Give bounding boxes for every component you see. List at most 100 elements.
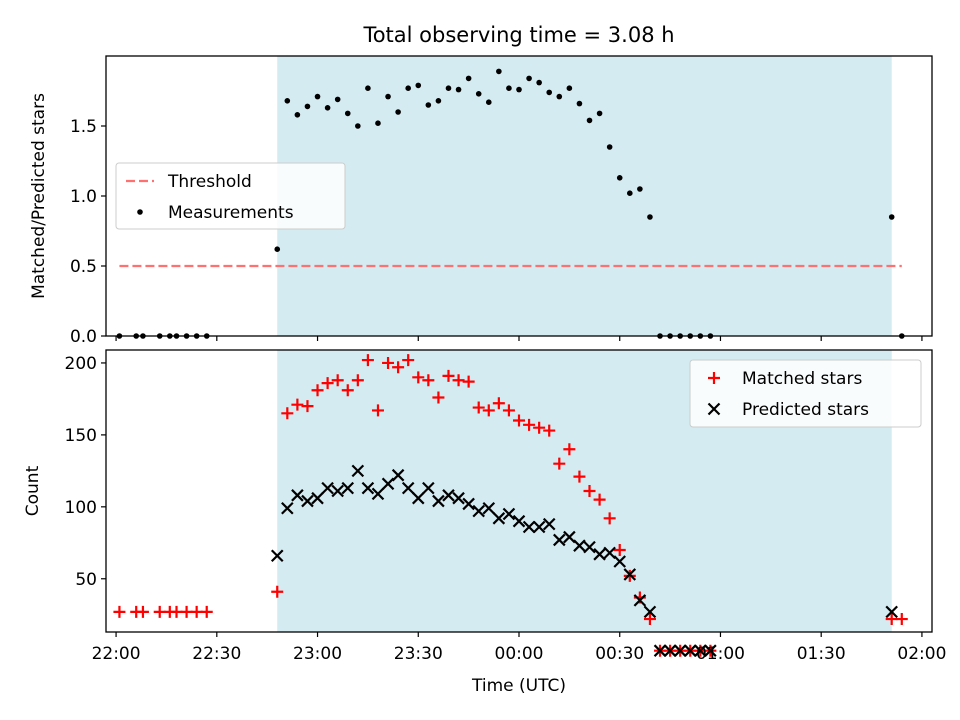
data-point: [885, 605, 898, 619]
data-point: [412, 371, 425, 384]
x-tick-label: 01:30: [797, 644, 846, 664]
legend: Threshold Measurements: [115, 162, 346, 230]
data-point: [482, 404, 495, 417]
data-point: [576, 100, 583, 107]
data-point: [593, 493, 606, 506]
data-point: [583, 540, 596, 554]
data-point: [314, 93, 321, 100]
data-point: [523, 418, 536, 431]
data-point: [492, 512, 506, 525]
legend-label: Threshold: [167, 172, 252, 192]
data-point: [365, 85, 371, 91]
data-point: [462, 375, 475, 388]
data-point: [522, 520, 536, 534]
legend-measurements-swatch: [137, 209, 143, 215]
data-point: [341, 384, 354, 397]
data-point: [566, 85, 573, 91]
data-point: [395, 109, 401, 115]
data-point: [485, 99, 492, 105]
count-panel: 50 100 150 200 22:00 22:30 23:00 23:30 00:00 00:3…: [23, 349, 946, 696]
data-point: [603, 512, 616, 525]
x-tick-label: 00:00: [495, 644, 544, 664]
data-point: [647, 214, 653, 220]
data-point: [603, 546, 616, 560]
data-point: [180, 605, 193, 618]
data-point: [385, 93, 391, 100]
data-point: [694, 644, 707, 657]
data-point: [415, 82, 422, 89]
data-point: [506, 85, 512, 91]
data-point: [673, 644, 687, 657]
data-point: [888, 214, 895, 220]
data-point: [170, 605, 183, 618]
data-point: [532, 520, 546, 534]
data-point: [482, 501, 496, 515]
y-tick-label: 100: [65, 498, 97, 518]
data-point: [402, 354, 415, 367]
x-tick-label: 22:30: [192, 644, 241, 664]
data-point: [435, 98, 442, 104]
data-point: [563, 443, 576, 456]
data-point: [553, 457, 566, 470]
data-point: [341, 481, 355, 495]
x-tick-label: 22:00: [92, 644, 141, 664]
data-point: [465, 75, 472, 82]
data-point: [361, 354, 374, 367]
data-point: [683, 644, 697, 657]
x-axis-label: Time (UTC): [471, 676, 566, 696]
series-matched-stars: [113, 354, 908, 657]
data-point: [513, 414, 525, 427]
data-point: [311, 384, 324, 397]
data-point: [153, 605, 166, 618]
data-point: [291, 489, 304, 502]
data-point: [351, 464, 365, 478]
data-point: [616, 175, 623, 181]
data-point: [405, 85, 411, 91]
data-point: [422, 481, 435, 495]
data-point: [401, 481, 415, 495]
data-point: [546, 89, 553, 96]
data-point: [371, 404, 384, 417]
x-tick-label: 23:00: [293, 644, 342, 664]
data-point: [291, 398, 304, 411]
data-point: [643, 613, 656, 626]
y-tick-label: 0.0: [70, 327, 97, 347]
data-point: [301, 494, 314, 508]
data-point: [321, 481, 334, 495]
data-point: [334, 96, 341, 103]
data-point: [304, 103, 311, 110]
data-point: [355, 123, 361, 129]
data-point: [542, 517, 556, 531]
x-tick-label: 23:30: [394, 644, 443, 664]
data-point: [375, 120, 381, 126]
data-point: [573, 539, 586, 552]
data-point: [371, 487, 385, 501]
data-point: [704, 644, 717, 657]
data-point: [274, 246, 281, 252]
data-point: [496, 68, 502, 75]
data-point: [351, 374, 364, 387]
data-point: [596, 110, 603, 117]
legend-predicted-swatch: [707, 402, 721, 416]
y-tick-label: 50: [75, 570, 97, 590]
data-point: [190, 605, 203, 618]
x-tick-label: 01:00: [696, 644, 745, 664]
legend-matched-swatch: [708, 372, 720, 384]
chart-title: Total observing time = 3.08 h: [362, 23, 674, 47]
data-point: [411, 491, 425, 505]
data-point: [455, 86, 462, 93]
data-point: [526, 75, 532, 82]
data-point: [472, 401, 485, 414]
data-point: [113, 605, 126, 618]
data-point: [536, 79, 542, 86]
x-tick-label: 00:30: [595, 644, 644, 664]
data-point: [573, 470, 586, 483]
y-axis-label: Count: [23, 465, 43, 516]
y-tick-label: 1.5: [70, 117, 97, 137]
data-point: [301, 400, 314, 413]
data-point: [543, 424, 556, 437]
observing-window-shade: [277, 56, 892, 336]
data-point: [492, 397, 505, 410]
data-point: [361, 481, 375, 495]
